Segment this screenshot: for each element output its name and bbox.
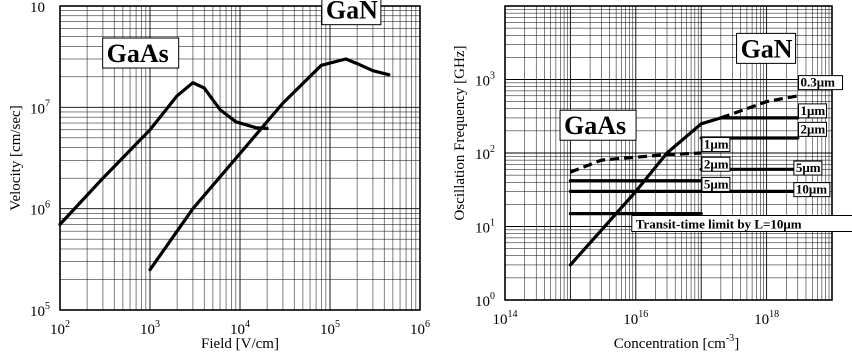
line-label: 5μm xyxy=(796,160,821,175)
frequency-curve-gan-0-3-m xyxy=(720,94,799,120)
frequency-x-axis-label: Concentration [cm-3] xyxy=(614,333,739,352)
line-label-box xyxy=(793,160,823,176)
frequency-y-tick-label: 100 xyxy=(475,291,495,310)
velocity-x-tick-label: 105 xyxy=(320,319,340,338)
line-label: 5μm xyxy=(704,176,729,191)
velocity-x-axis-label: Field [V/cm] xyxy=(201,336,279,352)
oscillation-frequency-chart: GaN GaAs 0.3μm 1μm 2μm 1μm 2μm 5μm 5μm 10μm Transi… xyxy=(452,5,852,352)
frequency-x-tick-label: 1014 xyxy=(493,309,518,328)
line-label-box xyxy=(701,137,731,153)
velocity-annotation-label: GaAs xyxy=(107,39,169,68)
velocity-y-tick-label: 107 xyxy=(30,98,50,117)
transit-limit-note: Transit-time limit by L=10μm xyxy=(636,217,802,232)
velocity-y-tick-label: 106 xyxy=(30,200,50,219)
line-label: 2μm xyxy=(801,121,826,136)
frequency-annotation-box xyxy=(559,109,637,141)
line-label: 10μm xyxy=(796,182,827,197)
velocity-annotation-label: GaN xyxy=(326,0,378,25)
line-label: 0.3μm xyxy=(801,75,836,90)
velocity-plot-frame xyxy=(59,5,421,311)
frequency-annotation-label: GaN xyxy=(741,34,793,63)
line-label-box xyxy=(701,176,731,192)
line-label-box xyxy=(793,182,831,198)
frequency-curve-gaas-1-m xyxy=(569,151,702,174)
line-label: 1μm xyxy=(801,103,826,118)
velocity-annotation-box xyxy=(102,37,180,69)
line-label-box xyxy=(798,103,828,119)
velocity-x-tick-label: 102 xyxy=(50,319,70,338)
line-label: 1μm xyxy=(704,137,729,152)
frequency-y-tick-label: 102 xyxy=(475,144,495,163)
line-label-box xyxy=(798,75,844,91)
line-label-box xyxy=(798,121,828,137)
velocity-x-tick-label: 103 xyxy=(140,319,160,338)
frequency-y-tick-label: 103 xyxy=(475,71,495,90)
line-label: 2μm xyxy=(704,156,729,171)
velocity-field-chart: GaAs GaN 102 103 104 105 106 105 106 107 10 Field [… xyxy=(8,0,430,352)
velocity-curve-gaas xyxy=(58,81,269,226)
frequency-annotation-label: GaAs xyxy=(564,111,626,140)
frequency-y-tick-label: 101 xyxy=(475,218,495,237)
line-label-box xyxy=(701,156,731,172)
frequency-curve-transit-time-limit-by-l-10-m xyxy=(568,116,723,267)
velocity-x-tick-label: 104 xyxy=(230,319,250,338)
transit-limit-note-box xyxy=(631,215,852,232)
frequency-y-axis-label: Oscillation Frequency [GHz] xyxy=(452,46,468,221)
velocity-y-tick-label: 105 xyxy=(30,301,50,320)
velocity-y-tick-label: 10 xyxy=(30,0,45,16)
velocity-annotation-box xyxy=(321,0,382,26)
frequency-x-tick-label: 1016 xyxy=(623,309,648,328)
velocity-y-axis-label: Velocity [cm/sec] xyxy=(8,105,24,210)
velocity-curve-gan xyxy=(148,57,391,272)
frequency-x-tick-label: 1018 xyxy=(754,309,779,328)
velocity-x-tick-label: 106 xyxy=(410,319,430,338)
frequency-annotation-box xyxy=(736,32,797,64)
frequency-plot-frame xyxy=(504,5,833,301)
